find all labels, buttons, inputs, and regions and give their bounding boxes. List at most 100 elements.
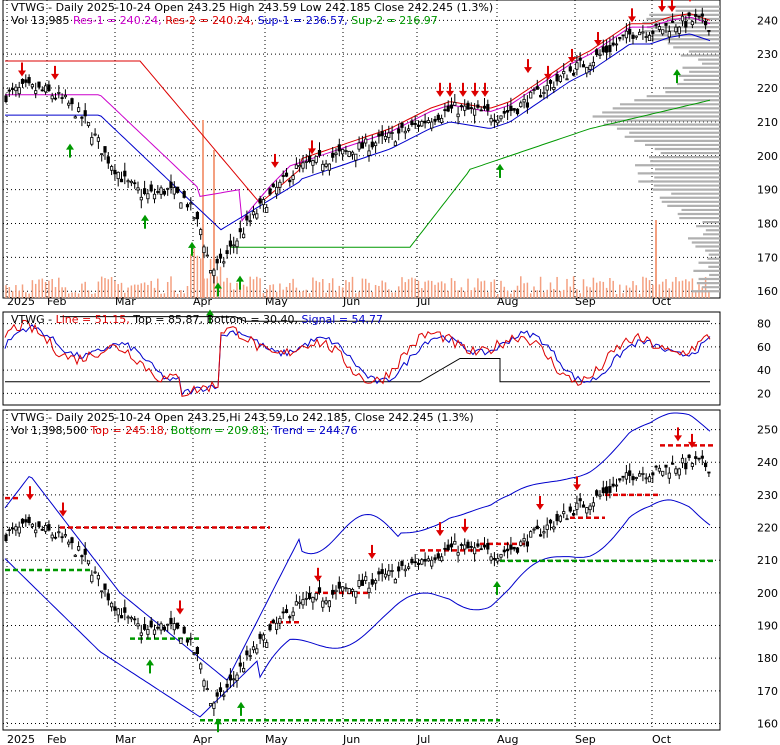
p1-candle bbox=[426, 120, 431, 123]
p1-candle bbox=[496, 119, 500, 124]
p3-candle bbox=[166, 623, 170, 626]
p3-candle bbox=[489, 556, 493, 561]
p1-candle bbox=[340, 149, 345, 155]
p1-candle bbox=[80, 116, 84, 119]
y-tick-label: 210 bbox=[757, 554, 778, 567]
month-label-p1: May bbox=[265, 295, 288, 308]
p3-candle bbox=[624, 472, 629, 480]
p3-candle bbox=[565, 518, 569, 521]
p3-candle bbox=[426, 558, 431, 562]
p3-candle bbox=[288, 616, 292, 619]
y-tick-label: 160 bbox=[757, 717, 778, 730]
month-label-p3: Jun bbox=[342, 733, 360, 745]
p1-candle bbox=[628, 28, 632, 35]
p3-candle bbox=[647, 476, 652, 483]
p3-candle bbox=[53, 536, 58, 539]
p1-candle bbox=[251, 211, 256, 216]
p3-candle bbox=[133, 618, 137, 621]
p3-candle bbox=[208, 703, 213, 707]
p3-candle bbox=[515, 547, 520, 553]
p3-candle bbox=[258, 633, 262, 639]
p1-candle bbox=[37, 81, 41, 88]
p1-candle bbox=[7, 89, 11, 92]
p1-candle bbox=[704, 20, 708, 26]
osc-bottom-line bbox=[5, 358, 710, 383]
p1-candle bbox=[60, 97, 64, 99]
p1-candle bbox=[697, 15, 701, 18]
p1-candle bbox=[86, 122, 91, 127]
month-label-p3: Oct bbox=[652, 733, 672, 745]
p3-candle bbox=[129, 617, 133, 620]
p3-candle bbox=[80, 555, 84, 558]
p3-candle bbox=[93, 571, 97, 574]
p1-candle bbox=[598, 53, 602, 56]
p1-candle bbox=[565, 78, 569, 81]
p3-candle bbox=[60, 536, 64, 539]
p3-candle bbox=[37, 521, 41, 528]
p3-candle bbox=[463, 544, 467, 550]
p3-candle bbox=[383, 573, 388, 578]
p1-candle bbox=[664, 22, 668, 26]
p3-candle bbox=[595, 490, 599, 496]
p3-candle bbox=[591, 502, 596, 507]
p1-candle bbox=[334, 152, 338, 155]
p1-candle bbox=[53, 97, 58, 100]
up-arrow-p3 bbox=[146, 659, 154, 666]
p3-candle bbox=[545, 524, 549, 530]
p1-candle bbox=[222, 261, 226, 264]
p3-candle bbox=[449, 543, 454, 548]
p3-candle bbox=[175, 622, 180, 629]
p3-candle bbox=[182, 626, 186, 634]
p1-candle bbox=[383, 136, 388, 140]
down-arrow-p1 bbox=[688, 0, 692, 2]
p1-candle bbox=[189, 202, 193, 205]
p3-candle bbox=[578, 498, 582, 502]
p3-candle bbox=[614, 484, 619, 487]
p3-candle bbox=[185, 639, 190, 643]
p3-candle bbox=[486, 543, 490, 550]
p3-candle bbox=[172, 623, 176, 631]
p3-candle bbox=[50, 534, 54, 539]
p3-candle bbox=[585, 507, 589, 514]
down-arrow-p1 bbox=[544, 73, 552, 80]
p1-candle bbox=[294, 164, 299, 169]
p1-candle bbox=[324, 163, 328, 167]
p3-candle bbox=[377, 571, 381, 575]
p1-candle bbox=[423, 120, 427, 124]
p1-candle bbox=[690, 21, 695, 26]
p1-candle bbox=[472, 108, 477, 116]
p1-candle bbox=[169, 181, 173, 189]
down-arrow-p3 bbox=[59, 510, 67, 517]
p1-candle bbox=[212, 269, 216, 277]
p3-candle bbox=[588, 505, 592, 511]
p3-candle bbox=[294, 601, 299, 606]
p3-candle bbox=[357, 580, 361, 587]
month-label-p1: Mar bbox=[115, 295, 136, 308]
p3-candle bbox=[192, 652, 196, 655]
panel-frame-3 bbox=[2, 409, 721, 731]
p1-candle bbox=[499, 115, 503, 120]
y-tick-label: 240 bbox=[757, 456, 778, 469]
p1-candle bbox=[558, 75, 563, 82]
p1-candle bbox=[284, 172, 289, 177]
p1-candle bbox=[677, 26, 681, 34]
p3-candle bbox=[20, 518, 25, 524]
up-arrow-p3 bbox=[237, 701, 245, 708]
down-arrow-p1 bbox=[459, 90, 467, 97]
y-tick-label: 170 bbox=[757, 685, 778, 698]
y-tick-label: 220 bbox=[757, 82, 778, 95]
p3-candle bbox=[502, 549, 506, 553]
p1-candle bbox=[505, 110, 510, 113]
up-arrow-p1 bbox=[188, 241, 196, 248]
panel1-res1: Res-1 = 240.24, bbox=[72, 14, 162, 27]
p1-candle bbox=[575, 62, 579, 70]
up-arrow-p1 bbox=[141, 214, 149, 221]
down-arrow-p1 bbox=[18, 70, 26, 77]
p1-candle bbox=[327, 163, 332, 171]
p1-candle bbox=[182, 191, 186, 198]
p1-candle bbox=[119, 178, 124, 183]
p1-candle bbox=[162, 190, 166, 195]
up-arrow-p1 bbox=[206, 309, 214, 316]
p3-candle bbox=[57, 531, 61, 534]
